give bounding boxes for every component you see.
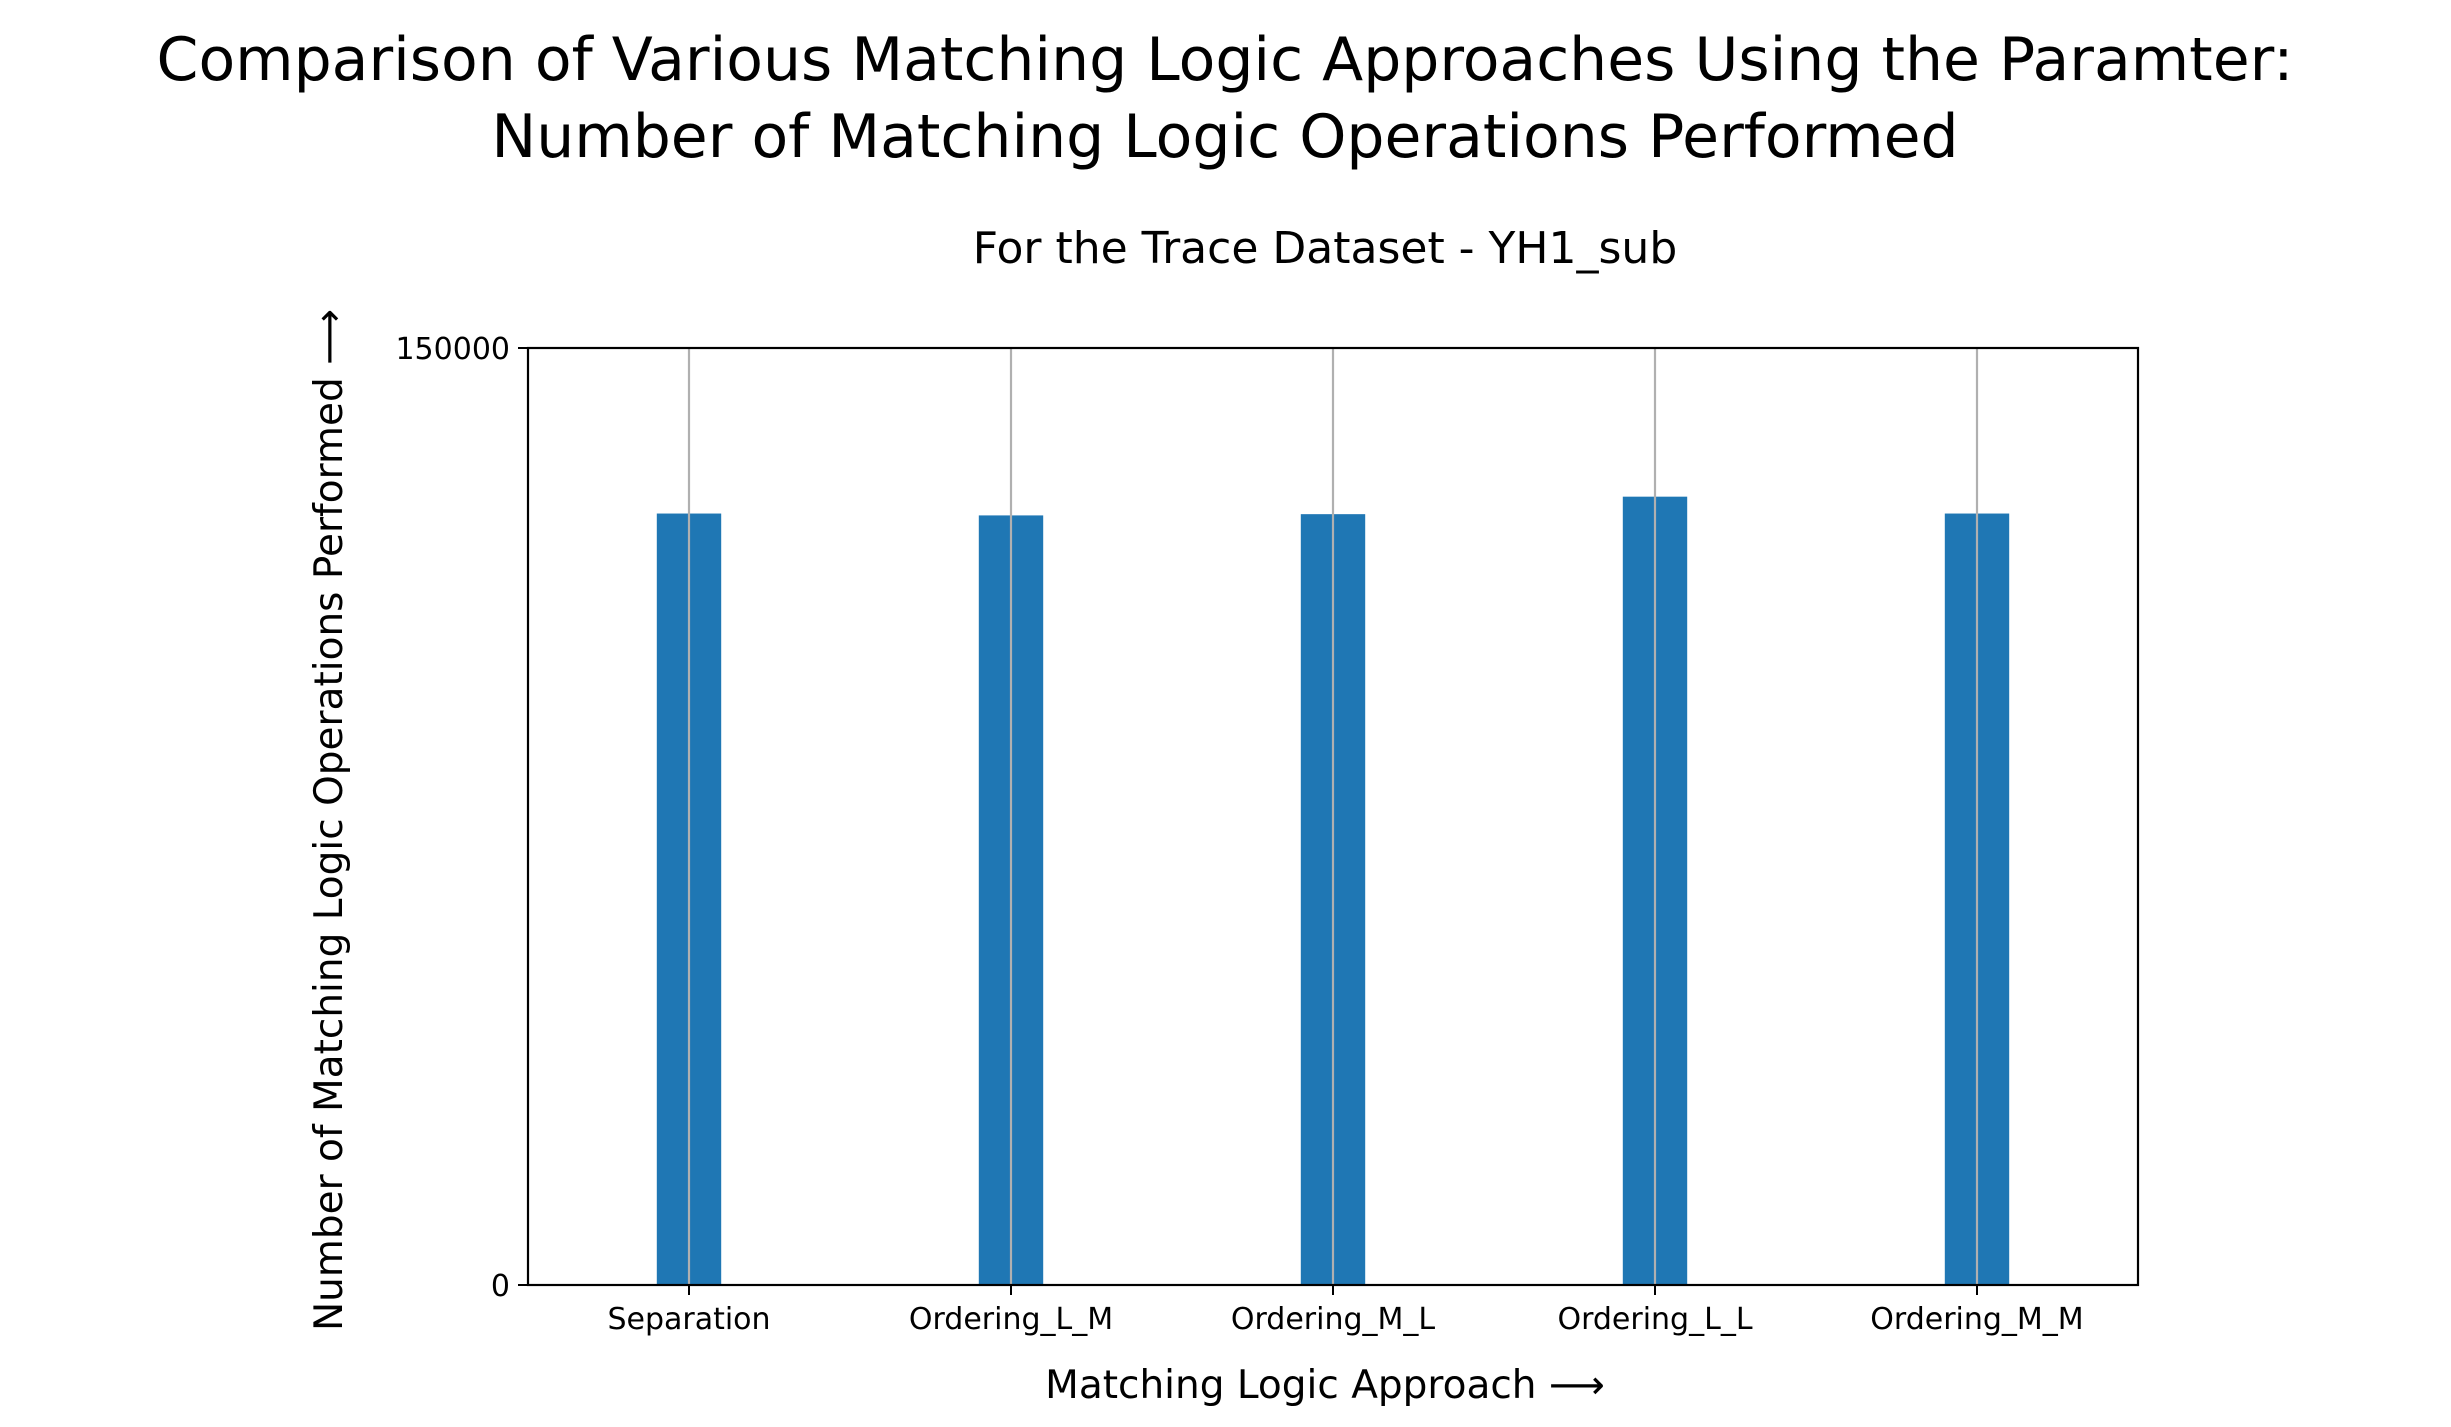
chart-title-line-2: Number of Matching Logic Operations Perf… xyxy=(491,102,1958,172)
y-axis-label: Number of Matching Logic Operations Perf… xyxy=(307,309,352,1331)
x-tick-label-1: Separation xyxy=(607,1302,770,1337)
x-axis-label: Matching Logic Approach ⟶ xyxy=(1045,1363,1605,1408)
x-tick-label-2: Ordering_L_M xyxy=(909,1302,1113,1337)
y-tick-label-2: 150000 xyxy=(395,332,510,367)
x-tick-label-4: Ordering_L_L xyxy=(1557,1302,1752,1337)
x-tick-label-5: Ordering_M_M xyxy=(1870,1302,2083,1337)
chart-title-line-1: Comparison of Various Matching Logic App… xyxy=(157,25,2294,95)
plot-area: Separation Ordering_L_M Ordering_M_L Orderi… xyxy=(395,332,2140,1337)
chart-subtitle: For the Trace Dataset - YH1_sub xyxy=(973,223,1678,274)
y-tick-label-1: 0 xyxy=(491,1269,510,1304)
x-tick-label-3: Ordering_M_L xyxy=(1231,1302,1436,1337)
